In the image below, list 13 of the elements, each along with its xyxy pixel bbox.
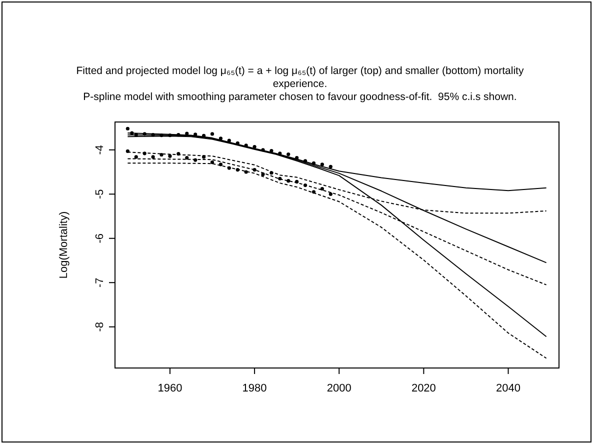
y-tick-label: -8: [94, 322, 106, 332]
x-tick-label: 2000: [326, 382, 352, 394]
y-axis-title: Log(Mortality): [58, 211, 70, 279]
chart-subtitle: P-spline model with smoothing parameter chosen to favour goodness-of-fit. 95% c.i.s shown.: [83, 91, 517, 103]
x-tick-label: 1980: [242, 382, 267, 394]
y-tick-label: -6: [94, 233, 106, 244]
x-tick-label: 2040: [496, 382, 520, 394]
chart-title: Fitted and projected model log μ₆₅(t) = a + log μ₆₅(t) of larger (top) and smaller (bottom) mortality experience.: [76, 65, 524, 90]
y-tick-label: -5: [94, 189, 106, 200]
x-tick-label: 1960: [158, 382, 182, 394]
y-tick-label: -4: [94, 144, 106, 155]
y-tick-label: -7: [94, 278, 106, 288]
x-tick-label: 2020: [411, 382, 436, 394]
